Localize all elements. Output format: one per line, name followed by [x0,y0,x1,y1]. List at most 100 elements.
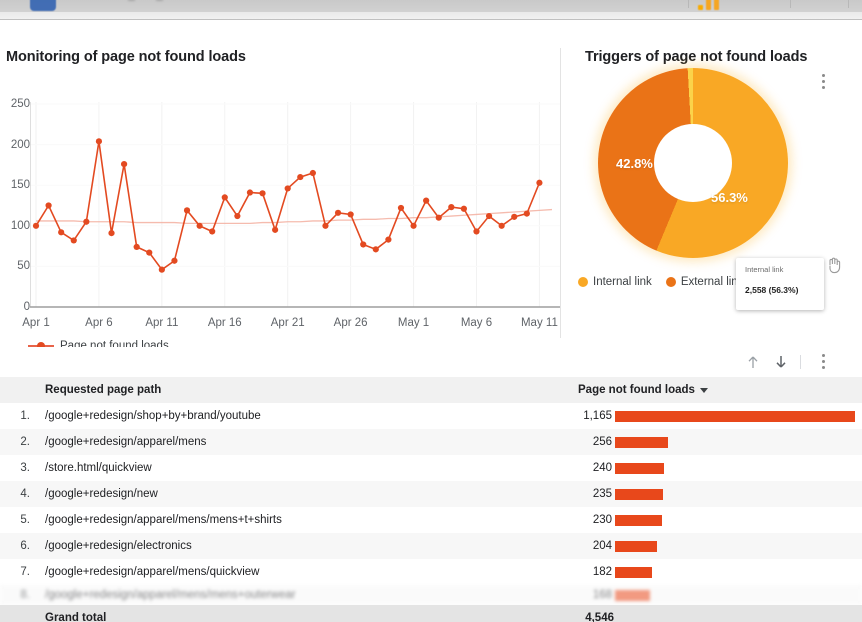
line-chart: 0 50 100 150 200 250 [0,98,560,315]
x-tick-apr-26: Apr 26 [333,317,368,329]
legend-color-swatch [578,277,588,287]
card-divider [560,48,561,338]
line-chart-card: Monitoring of page not found loads 0 50 10… [0,20,560,352]
chevron-icon-b [156,0,163,1]
donut-legend-item-0[interactable]: Internal link [578,276,652,288]
x-tick-apr-1: Apr 1 [22,317,50,329]
donut-chart-title: Triggers of page not found loads [585,49,808,65]
column-header-metric-label: Page not found loads [578,384,695,396]
row-page-path[interactable]: /google+redesign/apparel/mens/mens+outer… [45,589,296,601]
donut-hole [654,124,732,202]
row-metric-bar [614,507,862,533]
grand-total-label: Grand total [45,612,107,622]
row-metric-value: 1,165 [583,410,612,422]
row-index: 2. [20,436,30,448]
charts-row: Monitoring of page not found loads 0 50 10… [0,20,862,352]
row-metric-value: 204 [592,540,612,552]
row-metric-bar [614,582,862,608]
row-index: 3. [20,462,30,474]
row-index: 5. [20,514,30,526]
column-header-metric[interactable]: Page not found loads [566,384,862,396]
row-metric-value: 235 [592,488,612,500]
y-tick-250: 250 [10,98,30,110]
y-tick-50: 50 [17,260,30,273]
table-row[interactable]: 7. /google+redesign/apparel/mens/quickvi… [0,559,862,585]
more-vert-icon[interactable] [815,72,831,92]
row-metric-value: 230 [592,514,612,526]
legend-label: Internal link [593,276,652,288]
row-page-path[interactable]: /google+redesign/electronics [45,540,192,552]
table-row[interactable]: 2. /google+redesign/apparel/mens 256 [0,429,862,455]
tooltip-series-name: Internal link [745,265,784,274]
table-row[interactable]: 6. /google+redesign/electronics 204 [0,533,862,559]
row-metric-bar [614,533,862,559]
row-metric-value: 182 [592,566,612,578]
x-tick-apr-16: Apr 16 [207,317,242,329]
toolbar-divider-mid [790,0,791,8]
line-chart-title: Monitoring of page not found loads [6,49,246,65]
row-page-path[interactable]: /google+redesign/apparel/mens/mens+t+shi… [45,514,282,526]
table-header-row: Requested page path Page not found loads [0,377,862,403]
x-tick-apr-6: Apr 6 [85,317,113,329]
x-tick-apr-11: Apr 11 [145,317,179,329]
donut-tooltip: Internal link 2,558 (56.3%) [736,258,824,310]
data-table: Requested page path Page not found loads… [0,377,862,622]
table-row[interactable]: 5. /google+redesign/apparel/mens/mens+t+… [0,507,862,533]
table-row[interactable]: 1. /google+redesign/shop+by+brand/youtub… [0,403,862,429]
caret-down-icon[interactable] [699,387,708,393]
table-row[interactable]: 4. /google+redesign/new 235 [0,481,862,507]
x-tick-apr-21: Apr 21 [270,317,305,329]
row-index: 8. [20,589,30,601]
table-more-vert-icon[interactable] [815,352,831,372]
row-page-path[interactable]: /google+redesign/apparel/mens/quickview [45,566,260,578]
column-header-path[interactable]: Requested page path [45,384,162,396]
row-metric-bar [614,403,862,429]
donut-chart: 42.8% 56.3% Internal link 2,558 (56.3%) [598,68,841,310]
row-page-path[interactable]: /store.html/quickview [45,462,152,474]
row-index: 4. [20,488,30,500]
legend-color-swatch [665,277,676,287]
arrow-down-icon[interactable] [770,351,792,373]
toolbar-divider [800,355,801,369]
y-tick-200: 200 [10,138,30,151]
toolbar-divider-left [688,0,689,8]
line-chart-plot [30,102,560,308]
arrow-up-icon[interactable] [742,351,764,373]
blue-app-icon[interactable] [30,0,56,11]
chevron-icon-a [128,0,135,1]
google-analytics-icon[interactable] [698,0,728,10]
grand-total-value: 4,546 [585,612,614,622]
grand-total-row: Grand total 4,546 [0,605,862,622]
toolbar-divider-right [848,0,849,8]
x-tick-may-1: May 1 [397,317,430,329]
row-page-path[interactable]: /google+redesign/new [45,488,158,500]
row-metric-bar [614,559,862,585]
y-tick-0: 0 [23,301,30,313]
donut-legend-item-1[interactable]: External link [665,276,744,288]
top-bar-shadow [0,12,862,19]
x-tick-may-6: May 6 [460,317,493,329]
x-tick-may-11: May 11 [520,317,558,329]
row-metric-value: 168 [592,589,612,601]
donut-slice-label-external: 42.8% [616,156,653,171]
row-metric-bar [614,455,862,481]
row-metric-value: 240 [592,462,612,474]
legend-label: External link [680,276,744,288]
donut-ring[interactable] [598,68,788,258]
table-row[interactable]: 8. /google+redesign/apparel/mens/mens+ou… [0,585,862,605]
row-index: 1. [20,410,30,422]
y-tick-100: 100 [10,219,30,232]
table-row[interactable]: 3. /store.html/quickview 240 [0,455,862,481]
y-axis-labels: 0 50 100 150 200 250 [0,98,30,315]
row-page-path[interactable]: /google+redesign/apparel/mens [45,436,207,448]
row-metric-value: 256 [592,436,612,448]
row-metric-bar [614,429,862,455]
row-index: 7. [20,566,30,578]
line-series-marker [28,341,54,351]
app-top-bar [0,0,862,20]
mouse-cursor-hand-icon [829,257,841,274]
row-page-path[interactable]: /google+redesign/shop+by+brand/youtube [45,410,261,422]
table-toolbar [0,347,862,377]
y-tick-150: 150 [10,179,30,192]
